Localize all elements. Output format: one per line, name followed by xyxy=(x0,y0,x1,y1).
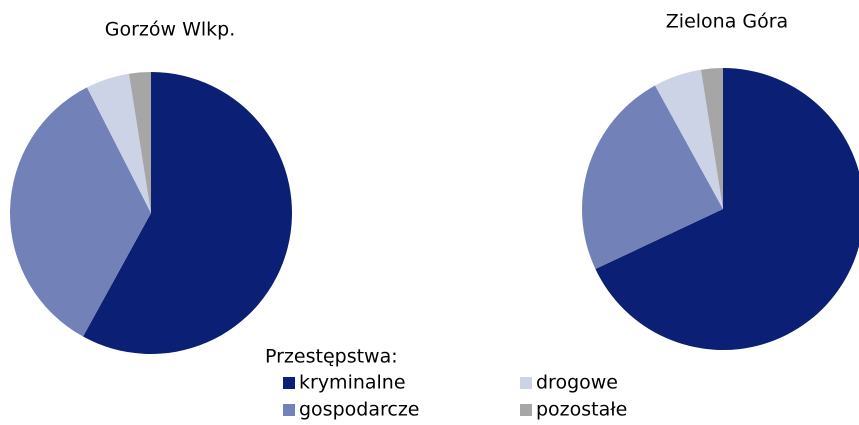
pie-slice xyxy=(582,85,723,270)
pie-slice xyxy=(10,87,152,337)
chart-title: Gorzów Wlkp. xyxy=(105,19,236,41)
pie-slice xyxy=(595,68,859,350)
pie-slice xyxy=(655,69,723,209)
legend-label: kryminalne xyxy=(299,372,406,394)
chart-title: Zielona Góra xyxy=(666,11,788,33)
pie-slice xyxy=(83,72,293,355)
pie-slice xyxy=(700,68,723,209)
pie-slice xyxy=(86,73,151,213)
legend-swatch xyxy=(283,377,295,389)
legend-label: drogowe xyxy=(536,372,618,394)
legend-title: Przestępstwa: xyxy=(265,346,398,368)
pie-slice xyxy=(128,72,151,213)
legend-swatch xyxy=(520,404,532,416)
legend-swatch xyxy=(520,377,532,389)
legend-swatch xyxy=(283,404,295,416)
legend-label: pozostałe xyxy=(536,399,627,421)
legend-label: gospodarcze xyxy=(299,399,419,421)
